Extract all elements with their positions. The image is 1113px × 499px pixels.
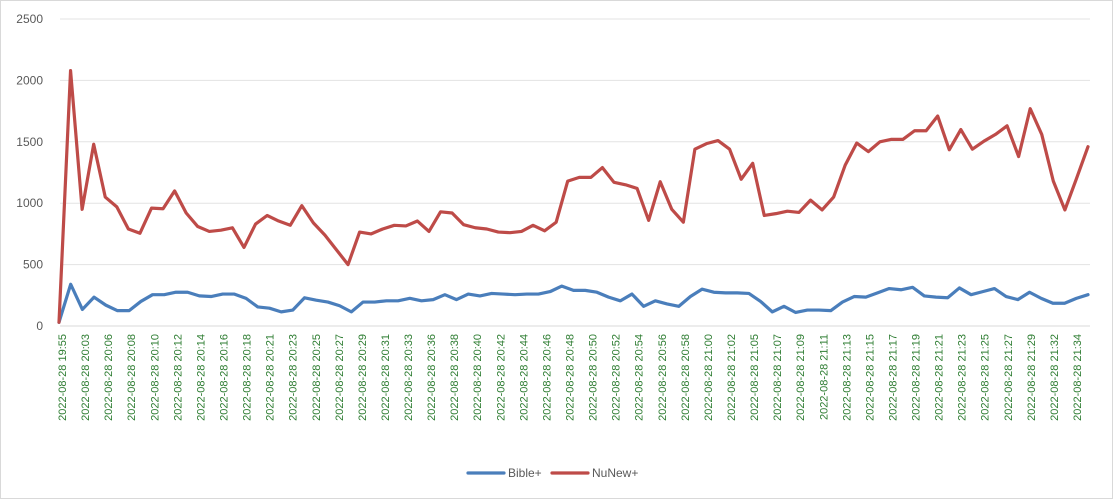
x-tick-label: 2022-08-28 20:36 — [426, 334, 438, 421]
x-tick-label: 2022-08-28 21:32 — [1049, 334, 1061, 421]
x-tick-label: 2022-08-28 21:21 — [934, 334, 946, 421]
x-tick-label: 2022-08-28 20:31 — [380, 334, 392, 421]
x-tick-label: 2022-08-28 20:29 — [357, 334, 369, 421]
y-axis-tick-labels: 0 500 1000 1500 2000 2500 — [16, 12, 43, 333]
x-tick-label: 2022-08-28 20:52 — [611, 334, 623, 421]
x-tick-label: 2022-08-28 21:23 — [957, 334, 969, 421]
y-tick-label: 1000 — [16, 196, 43, 210]
x-tick-label: 2022-08-28 21:05 — [749, 334, 761, 421]
x-tick-label: 2022-08-28 20:48 — [565, 334, 577, 421]
gridlines — [60, 18, 1090, 327]
series-lines — [57, 68, 1090, 324]
series-line-bible — [57, 282, 1090, 324]
x-tick-label: 2022-08-28 20:50 — [588, 334, 600, 421]
x-tick-label: 2022-08-28 21:15 — [864, 334, 876, 421]
x-tick-label: 2022-08-28 20:03 — [80, 334, 92, 421]
x-tick-label: 2022-08-28 20:08 — [126, 334, 138, 421]
series-line-nunew — [57, 68, 1090, 324]
x-tick-label: 2022-08-28 20:12 — [172, 334, 184, 421]
x-tick-label: 2022-08-28 21:27 — [1003, 334, 1015, 421]
x-tick-label: 2022-08-28 20:58 — [680, 334, 692, 421]
x-tick-label: 2022-08-28 20:38 — [449, 334, 461, 421]
y-tick-label: 2500 — [16, 12, 43, 26]
x-tick-label: 2022-08-28 20:21 — [265, 334, 277, 421]
x-tick-label: 2022-08-28 21:09 — [795, 334, 807, 421]
x-tick-label: 2022-08-28 20:46 — [541, 334, 553, 421]
x-tick-label: 2022-08-28 20:14 — [195, 334, 207, 421]
x-tick-label: 2022-08-28 20:33 — [403, 334, 415, 421]
x-tick-label: 2022-08-28 20:44 — [518, 334, 530, 421]
x-tick-label: 2022-08-28 20:16 — [218, 334, 230, 421]
x-tick-label: 2022-08-28 19:55 — [57, 334, 69, 421]
x-tick-label: 2022-08-28 21:29 — [1026, 334, 1038, 421]
x-tick-label: 2022-08-28 20:27 — [334, 334, 346, 421]
x-tick-label: 2022-08-28 20:06 — [103, 334, 115, 421]
y-tick-label: 2000 — [16, 73, 43, 87]
x-tick-label: 2022-08-28 21:17 — [887, 334, 899, 421]
y-tick-label: 500 — [23, 258, 43, 272]
x-tick-label: 2022-08-28 21:00 — [703, 334, 715, 421]
legend-label: Bible+ — [508, 466, 542, 480]
x-tick-label: 2022-08-28 20:10 — [149, 334, 161, 421]
x-tick-label: 2022-08-28 20:42 — [495, 334, 507, 421]
x-tick-label: 2022-08-28 20:23 — [288, 334, 300, 421]
x-tick-label: 2022-08-28 20:54 — [634, 334, 646, 421]
x-tick-label: 2022-08-28 21:02 — [726, 334, 738, 421]
x-tick-label: 2022-08-28 20:40 — [472, 334, 484, 421]
x-tick-label: 2022-08-28 21:19 — [911, 334, 923, 421]
x-tick-label: 2022-08-28 21:13 — [841, 334, 853, 421]
x-axis-tick-labels: 2022-08-28 19:55 2022-08-28 20:03 2022-08-… — [57, 334, 1084, 421]
y-tick-label: 0 — [36, 319, 43, 333]
legend-label: NuNew+ — [592, 466, 638, 480]
x-tick-label: 2022-08-28 21:07 — [772, 334, 784, 421]
x-tick-label: 2022-08-28 21:25 — [980, 334, 992, 421]
legend: Bible+ NuNew+ — [466, 466, 638, 480]
y-tick-label: 1500 — [16, 135, 43, 149]
x-tick-label: 2022-08-28 20:56 — [657, 334, 669, 421]
x-tick-label: 2022-08-28 21:34 — [1072, 334, 1084, 421]
x-tick-label: 2022-08-28 21:11 — [818, 334, 830, 420]
x-tick-label: 2022-08-28 20:25 — [311, 334, 323, 421]
x-tick-label: 2022-08-28 20:18 — [242, 334, 254, 421]
